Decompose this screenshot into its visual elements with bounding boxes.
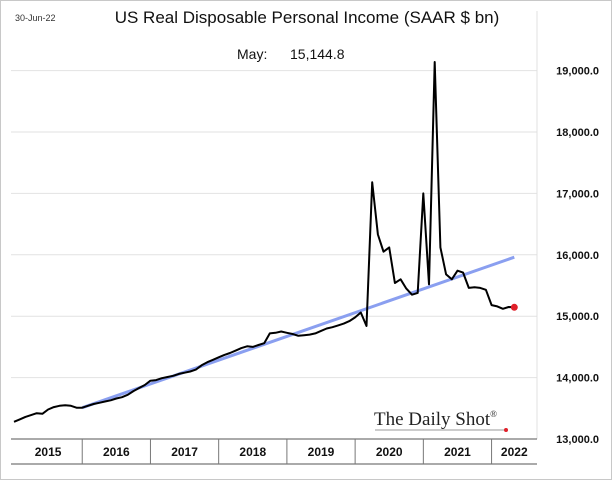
x-tick-label: 2020 [376, 445, 403, 459]
logo-dot [504, 428, 508, 432]
x-tick-label: 2015 [35, 445, 62, 459]
date-stamp: 30-Jun-22 [15, 13, 56, 23]
logo-registered-mark: ® [490, 409, 497, 419]
y-tick-label: 15,000.0 [556, 311, 599, 323]
trend-line [81, 255, 515, 410]
x-axis-separators [81, 439, 493, 464]
y-tick-label: 16,000.0 [556, 250, 599, 262]
y-tick-label: 17,000.0 [556, 188, 599, 200]
y-tick-label: 19,000.0 [556, 66, 599, 78]
logo-wordmark: The Daily Shot [374, 409, 491, 430]
y-tick-label: 18,000.0 [556, 127, 599, 139]
x-tick-label: 2016 [103, 445, 130, 459]
y-axis-ticks: 13,000.0 14,000.0 15,000.0 16,000.0 17,000.0… [556, 66, 599, 446]
x-tick-label: 2022 [501, 445, 528, 459]
data-series [13, 61, 518, 423]
x-tick-label: 2018 [239, 445, 266, 459]
x-axis-ticks: 2015 2016 2017 2018 2019 2020 2021 2022 [35, 445, 528, 459]
y-tick-label: 13,000.0 [556, 434, 599, 446]
y-tick-label: 14,000.0 [556, 373, 599, 385]
latest-value-number: 15,144.8 [290, 46, 345, 62]
latest-value-label: May: [237, 46, 267, 62]
income-series-line [13, 61, 515, 423]
latest-point-marker [510, 303, 518, 311]
x-tick-label: 2021 [444, 445, 471, 459]
daily-shot-logo: The Daily Shot® [374, 409, 497, 430]
x-tick-label: 2017 [171, 445, 198, 459]
grid-lines [11, 70, 537, 440]
chart-title: US Real Disposable Personal Income (SAAR… [115, 8, 500, 27]
x-tick-label: 2019 [308, 445, 335, 459]
